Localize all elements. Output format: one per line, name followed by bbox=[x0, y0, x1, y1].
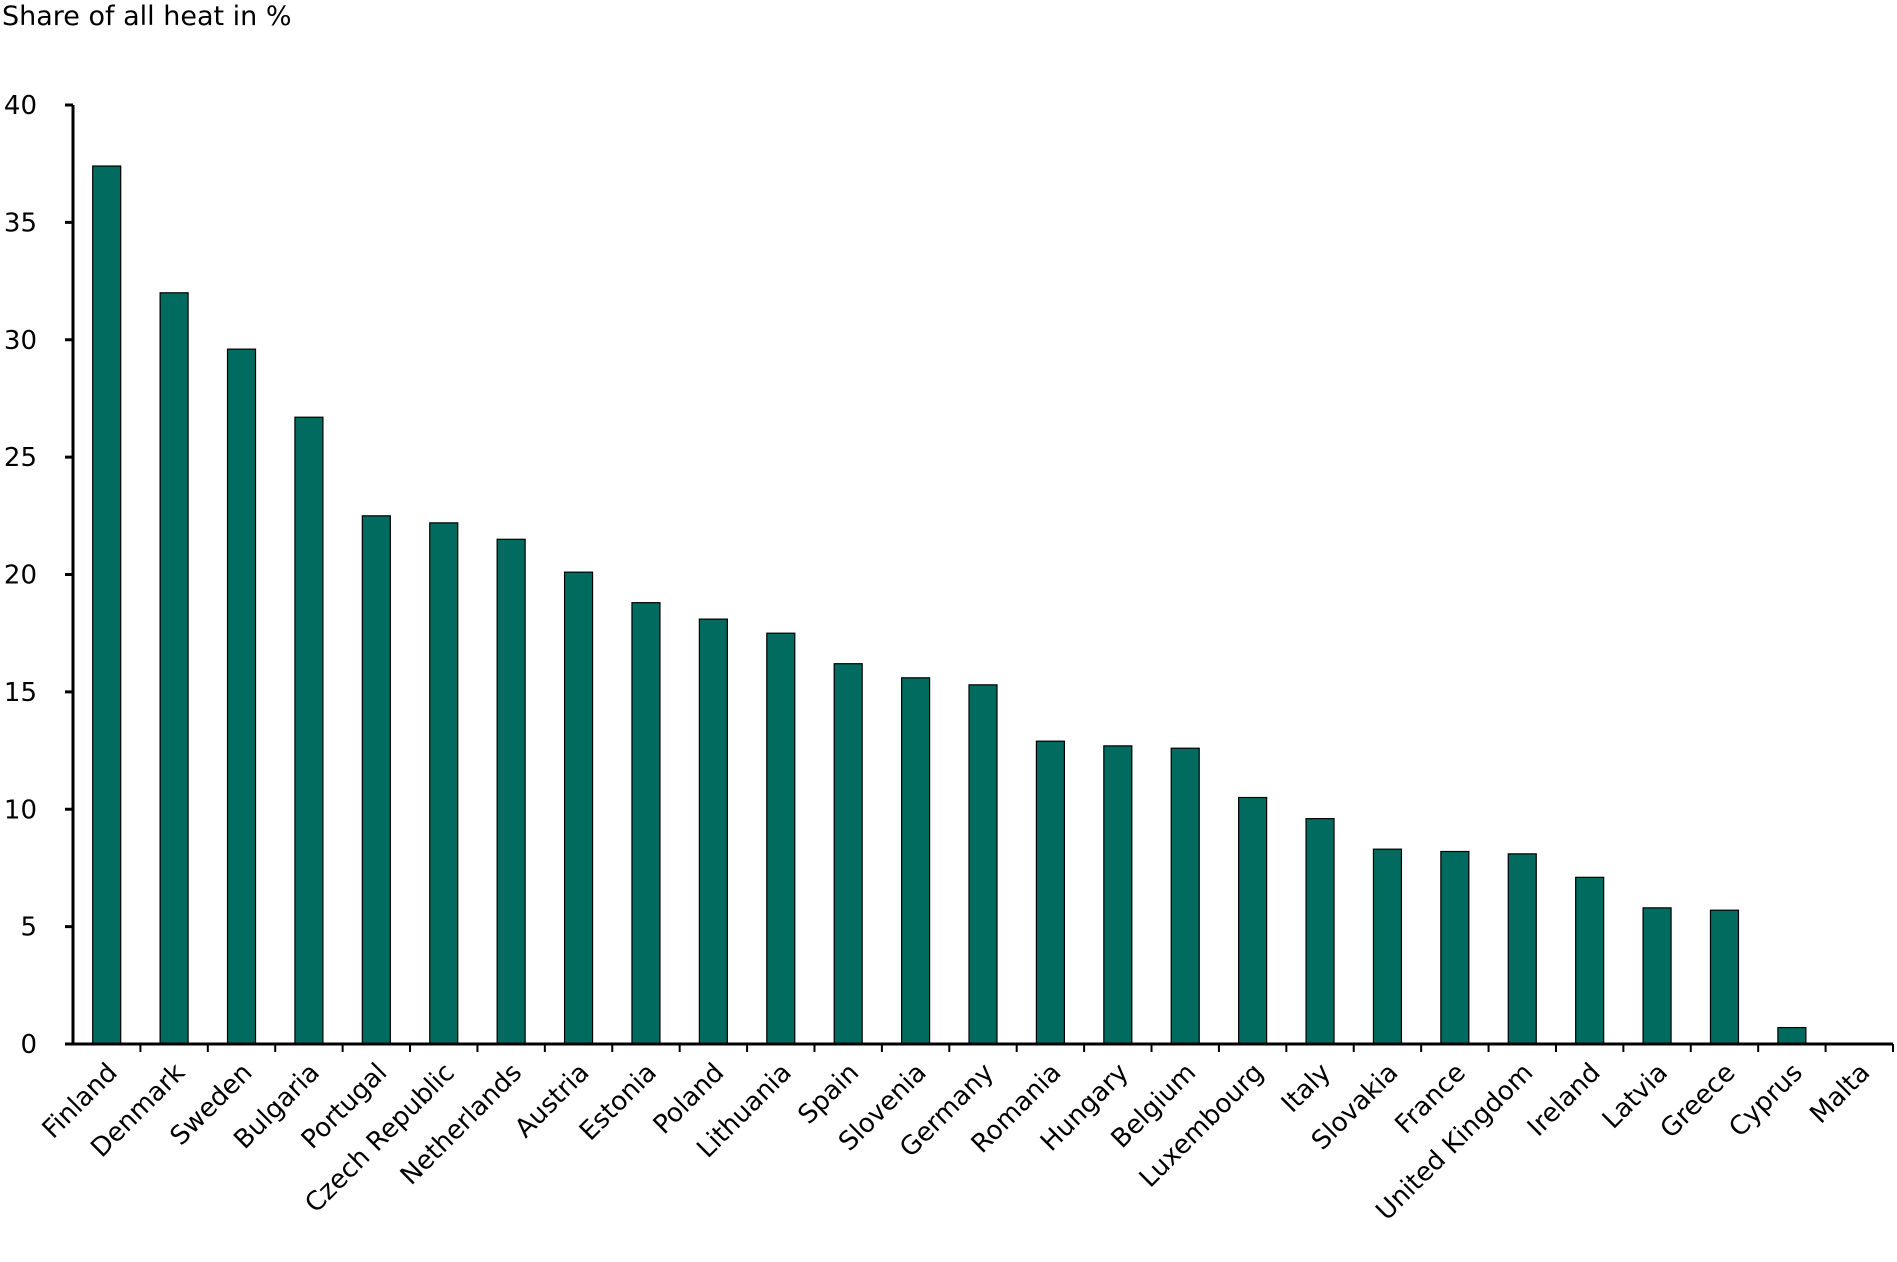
bar-lithuania bbox=[766, 632, 796, 1045]
bar-czech-republic bbox=[429, 522, 459, 1045]
y-tick-label: 0 bbox=[20, 1030, 37, 1060]
bar-romania bbox=[1035, 740, 1066, 1045]
bar-austria bbox=[563, 571, 594, 1045]
x-category-label: Ireland bbox=[1522, 1058, 1607, 1143]
bar-ireland bbox=[1575, 876, 1605, 1045]
bar-italy bbox=[1305, 818, 1335, 1045]
y-tick-label: 40 bbox=[4, 91, 37, 121]
bar-greece bbox=[1709, 909, 1740, 1045]
bar-netherlands bbox=[496, 538, 526, 1045]
y-tick-label: 25 bbox=[4, 443, 37, 473]
bar-portugal bbox=[361, 515, 391, 1045]
bar-belgium bbox=[1170, 747, 1200, 1045]
y-tick-label: 35 bbox=[4, 208, 37, 238]
x-labels-group: FinlandDenmarkSwedenBulgariaPortugalCzec… bbox=[37, 1044, 1894, 1227]
y-tick-label: 30 bbox=[4, 326, 37, 356]
bar-sweden bbox=[226, 348, 257, 1045]
bar-finland bbox=[92, 165, 122, 1045]
x-category-label: Malta bbox=[1804, 1058, 1876, 1130]
x-category-label: Greece bbox=[1655, 1058, 1742, 1145]
bar-luxembourg bbox=[1238, 796, 1268, 1045]
bar-cyprus bbox=[1777, 1026, 1807, 1045]
bar-slovenia bbox=[900, 677, 931, 1045]
bar-france bbox=[1440, 850, 1470, 1045]
bar-hungary bbox=[1103, 745, 1133, 1045]
bar-spain bbox=[833, 663, 863, 1045]
y-ticks-group: 0 5 10 15 20 25 30 35 40 bbox=[4, 91, 73, 1060]
bar-estonia bbox=[631, 602, 661, 1045]
y-tick-label: 5 bbox=[20, 913, 37, 943]
bar-bulgaria bbox=[294, 416, 324, 1045]
y-tick-label: 10 bbox=[4, 795, 37, 825]
bar-united-kingdom bbox=[1507, 853, 1537, 1045]
x-category-label: Cyprus bbox=[1723, 1058, 1808, 1143]
bar-poland bbox=[698, 618, 728, 1045]
x-category-label: Italy bbox=[1276, 1058, 1337, 1119]
bar-latvia bbox=[1642, 907, 1672, 1045]
y-tick-label: 15 bbox=[4, 678, 37, 708]
bar-slovakia bbox=[1372, 848, 1403, 1045]
bar-germany bbox=[968, 684, 998, 1045]
bars-group bbox=[92, 165, 1807, 1045]
bar-denmark bbox=[159, 292, 189, 1045]
y-axis-title: Share of all heat in % bbox=[2, 1, 292, 32]
y-tick-label: 20 bbox=[4, 561, 37, 591]
